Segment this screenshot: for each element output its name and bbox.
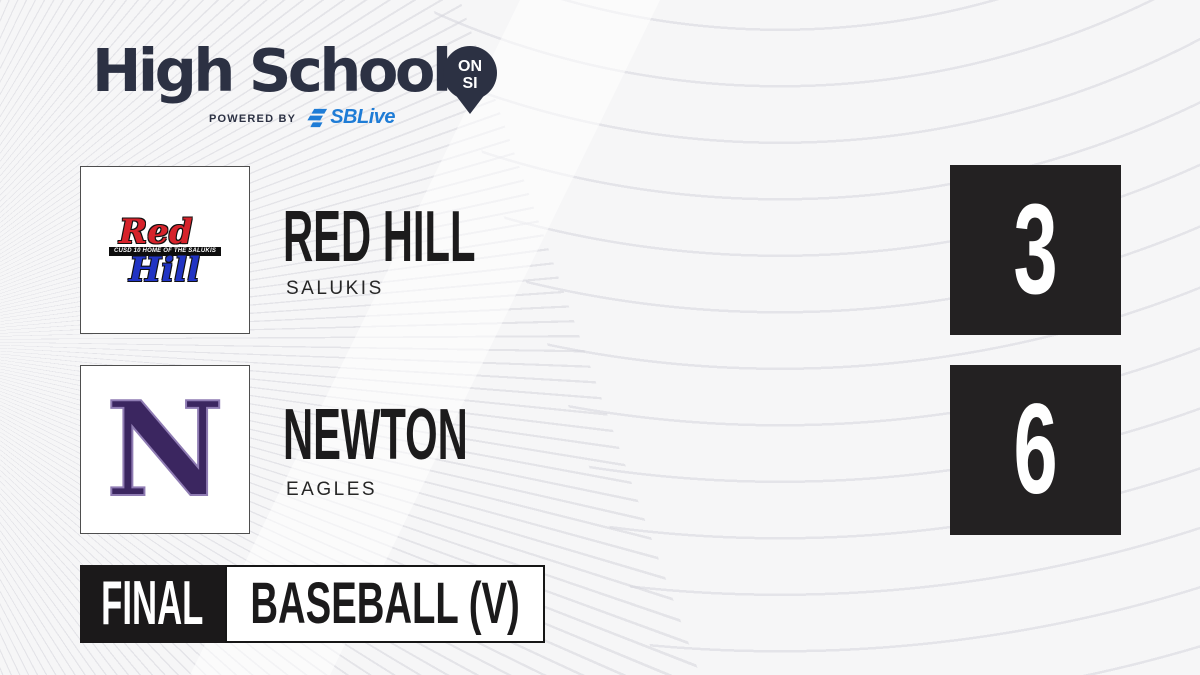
powered-by-label: POWERED BY — [209, 113, 297, 125]
on-si-pin-icon: ON SI — [443, 46, 497, 114]
event-label: BASEBALL (V) — [250, 571, 520, 636]
newton-logo-letter: N — [105, 372, 226, 526]
brand-wordmark: High School — [92, 36, 452, 105]
team1-logo-box: Red CUSD 10 HOME OF THE SALUKIS Hill — [80, 166, 250, 334]
team2-score-box: 6 — [950, 365, 1121, 535]
team2-name: NEWTON — [283, 395, 468, 475]
team1-score: 3 — [1013, 178, 1058, 321]
sblive-wordmark: SBLive — [330, 105, 395, 128]
powered-by-row: POWERED BY SBLive — [209, 103, 395, 129]
team1-score-box: 3 — [950, 165, 1121, 335]
event-badge: BASEBALL (V) — [225, 565, 545, 643]
team1-mascot: SALUKIS — [286, 278, 384, 299]
redhill-logo-word-hill: Hill — [129, 250, 200, 290]
redhill-logo-word-red: Red — [119, 212, 193, 252]
final-status-label: FINAL — [101, 569, 204, 638]
final-status-badge: FINAL — [80, 565, 225, 643]
redhill-logo-banner: CUSD 10 HOME OF THE SALUKIS — [109, 247, 221, 256]
pin-text-si: SI — [462, 75, 477, 92]
pin-text-on: ON — [458, 58, 482, 75]
team1-name: RED HILL — [283, 197, 476, 277]
team2-mascot: EAGLES — [286, 479, 378, 500]
team2-score: 6 — [1013, 378, 1058, 521]
sblive-mark-icon — [307, 108, 328, 128]
team2-logo-box: N — [80, 365, 250, 534]
